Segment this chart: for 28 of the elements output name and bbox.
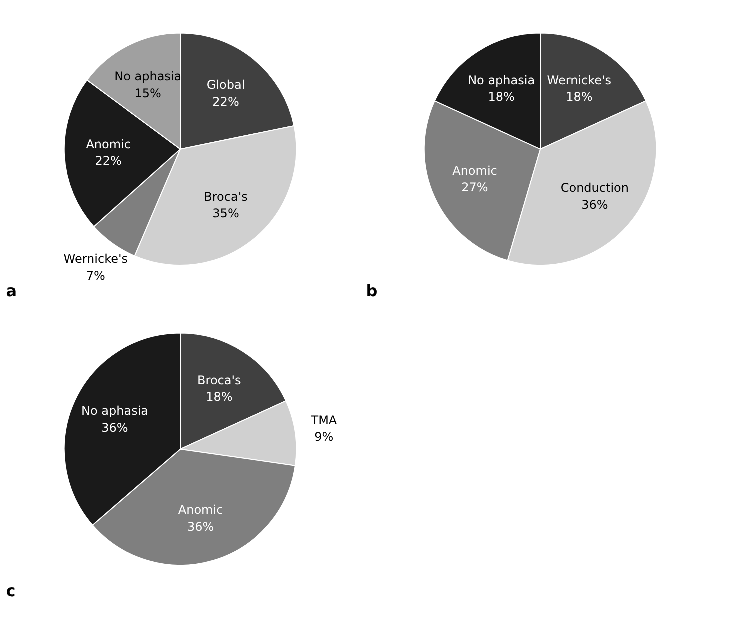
data-label: 18% [206, 390, 233, 404]
slice-label: No aphasia [82, 404, 149, 418]
slice-label: Conduction [560, 181, 629, 196]
text: b [366, 282, 378, 301]
data-label: 7% [86, 268, 106, 283]
data-label: 18% [488, 90, 515, 104]
text: a [6, 282, 18, 301]
slice-label: Anomic [452, 164, 498, 178]
slice-label: Anomic [178, 503, 224, 518]
slice-label: Wernicke's [64, 252, 128, 266]
text: c [6, 582, 16, 601]
data-label: 35% [212, 206, 240, 221]
slice-label: Broca's [198, 373, 242, 388]
data-label: 27% [462, 180, 488, 195]
slice-label: Global [206, 78, 246, 92]
slice-label: Broca's [204, 190, 248, 204]
slice-label: No aphasia [468, 73, 536, 88]
data-label: 22% [95, 154, 122, 168]
data-label: 36% [187, 520, 214, 534]
data-label: 9% [314, 430, 334, 444]
slice-label: Wernicke's [547, 73, 612, 88]
slice-label: TMA [310, 413, 338, 428]
data-label: 36% [582, 198, 608, 212]
data-label: 36% [102, 420, 128, 435]
data-label: 18% [566, 90, 593, 104]
data-label: 15% [134, 86, 162, 100]
slice-label: Anomic [86, 137, 131, 152]
data-label: 22% [212, 94, 240, 109]
